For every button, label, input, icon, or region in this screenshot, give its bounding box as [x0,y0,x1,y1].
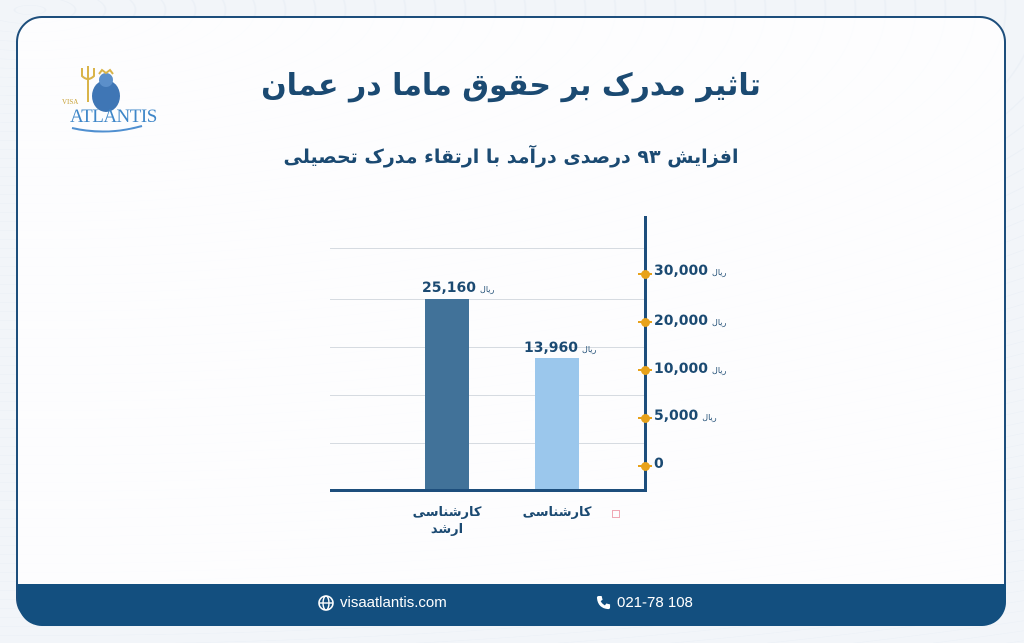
globe-icon [318,594,334,611]
infographic-card: VISA ATLANTIS تاثیر مدرک بر حقوق ماما در… [16,16,1006,624]
phone-icon [596,595,611,610]
bar-value-label-masters: 25,160 ریال [422,280,495,296]
x-axis [330,489,647,492]
y-tick-label: 10,000 ریال [654,361,727,377]
gridline [330,299,646,300]
x-category-label-masters: کارشناسی ارشد [412,505,482,537]
logo-visa-text: VISA [62,98,79,106]
tick-dot-icon [641,366,650,375]
footer-bar: visaatlantis.com 021-78 108 [18,584,1006,626]
tick-dot-icon [641,270,650,279]
tick-dot-icon [641,318,650,327]
gridline [330,395,646,396]
gridline [330,443,646,444]
y-axis [644,216,647,492]
gridline [330,248,646,249]
y-tick-label: 30,000 ریال [654,263,727,279]
footer-phone[interactable]: 021-78 108 [596,594,693,611]
footer-website[interactable]: visaatlantis.com [318,594,447,611]
page-subtitle: افزایش ۹۳ درصدی درآمد با ارتقاء مدرک تحص… [283,146,739,168]
trident-figure-icon [71,66,143,133]
logo-atlantis-text: ATLANTIS [70,106,157,127]
tick-dot-icon [641,462,650,471]
y-tick-label: 20,000 ریال [654,313,727,329]
tick-dot-icon [641,414,650,423]
page-title: تاثیر مدرک بر حقوق ماما در عمان [261,68,761,103]
x-category-label-bachelors: کارشناسی [522,505,592,520]
gridline [330,347,646,348]
bar-value-label-bachelors: 13,960 ریال [524,340,597,356]
y-tick-label: 5,000 ریال [654,408,717,424]
y-tick-label: 0 [654,456,664,472]
visa-atlantis-logo: VISA ATLANTIS [62,62,157,134]
small-plus-marker-icon [612,510,620,518]
bar-masters [425,299,469,490]
bar-bachelors [535,358,579,490]
